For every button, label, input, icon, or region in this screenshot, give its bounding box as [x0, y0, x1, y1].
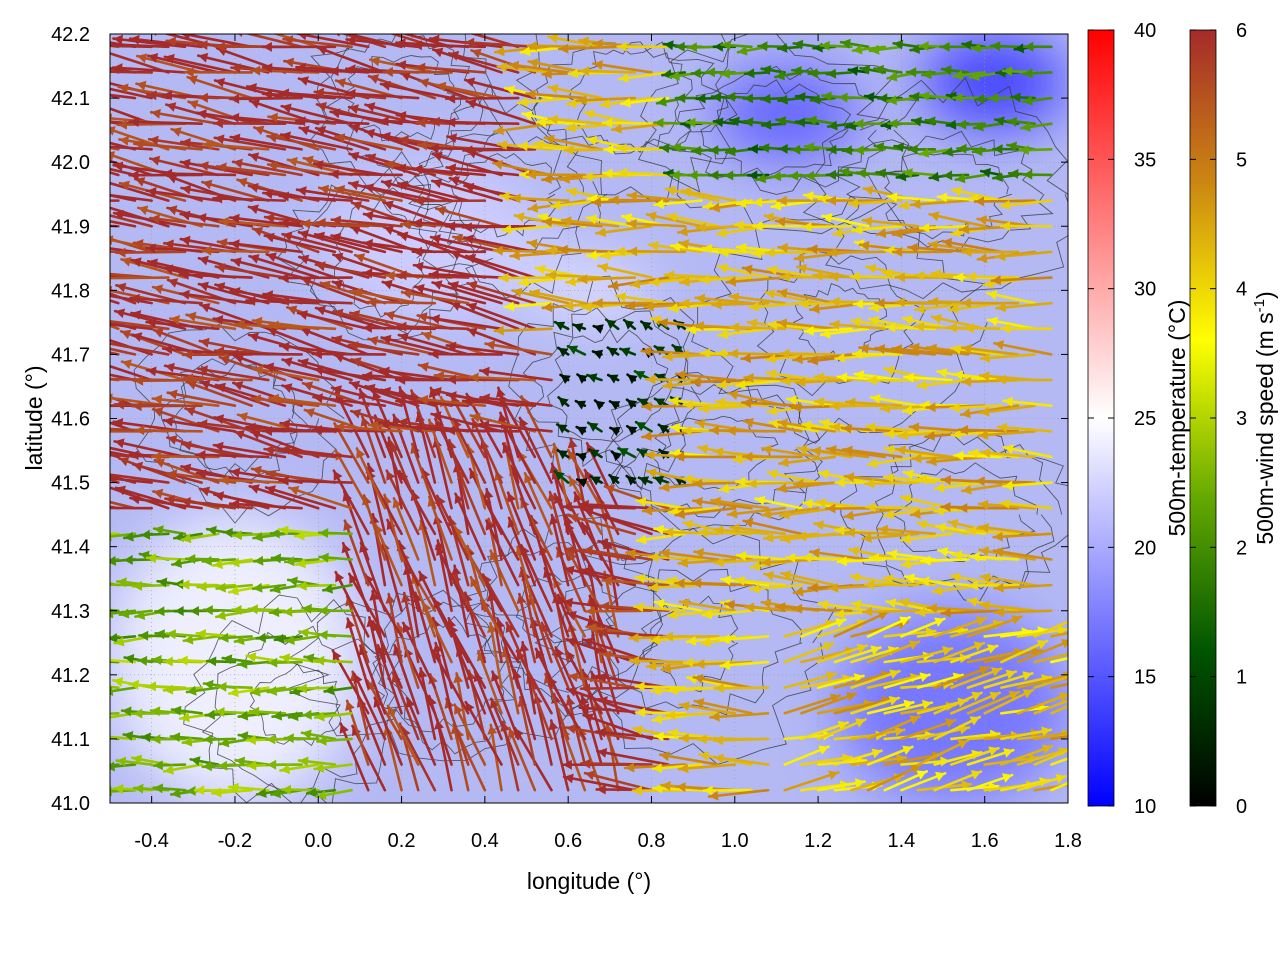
- x-tick-label: 1.6: [971, 830, 999, 852]
- colorbar-tick-label: 4: [1236, 279, 1247, 301]
- y-tick-label: 41.9: [51, 216, 90, 238]
- wind-arrow: [47, 493, 118, 508]
- x-tick-label: 0.6: [554, 830, 582, 852]
- x-tick-label: 1.2: [804, 830, 832, 852]
- wind-arrow: [49, 435, 118, 457]
- wind-arrow: [54, 49, 118, 72]
- colorbar-tick-label: 1: [1236, 667, 1247, 689]
- x-tick-label: 1.8: [1054, 830, 1082, 852]
- y-tick-label: 41.5: [51, 473, 90, 495]
- colorbar-tick-label: 5: [1236, 149, 1247, 171]
- x-tick-label: -0.2: [218, 830, 252, 852]
- x-tick-label: 1.0: [721, 830, 749, 852]
- y-tick-label: 41.1: [51, 729, 90, 751]
- wind-arrow: [46, 196, 118, 206]
- colorbar-tick-label: 2: [1236, 537, 1247, 559]
- wind-label-exponent: -1: [1251, 299, 1268, 312]
- y-tick-label: 41.6: [51, 409, 90, 431]
- wind-arrow: [52, 134, 118, 149]
- wind-label-unit: (m s: [1252, 312, 1278, 357]
- temperature-colorbar-label: 500m-temperature (°C): [1164, 300, 1190, 537]
- wind-label-main: 500m-wind speed: [1252, 363, 1278, 545]
- colorbar-tick-label: 3: [1236, 408, 1247, 430]
- x-tick-label: 0.8: [638, 830, 666, 852]
- temperature-colorbar: 10 15 20 25 30 35 40 500m-temperature (°C): [1088, 20, 1190, 818]
- colorbar-tick-label: 25: [1134, 408, 1156, 430]
- y-tick-label: 41.7: [51, 344, 90, 366]
- x-tick-label: 0.4: [471, 830, 499, 852]
- colorbar-tick-label: 0: [1236, 796, 1247, 818]
- wind-arrow: [49, 256, 118, 278]
- y-tick-label: 42.2: [51, 24, 90, 46]
- x-axis-label: longitude (°): [527, 868, 651, 894]
- colorbar-tick-label: 20: [1134, 537, 1156, 559]
- plot-area: [46, 0, 1109, 808]
- colorbar-tick-label: 30: [1134, 279, 1156, 301]
- y-tick-label: 41.0: [51, 793, 90, 815]
- y-tick-label: 42.0: [51, 152, 90, 174]
- x-tick-label: 0.2: [388, 830, 416, 852]
- wind-label-close: ): [1252, 291, 1278, 299]
- x-tick-label: 1.4: [887, 830, 915, 852]
- colorbar-tick-label: 15: [1134, 667, 1156, 689]
- x-tick-label: 0.0: [304, 830, 332, 852]
- wind-arrow: [49, 245, 118, 255]
- wind-speed-colorbar: 0 1 2 3 4 5 6 500m-wind speed (m s-1): [1190, 20, 1278, 818]
- wind-arrow: [52, 369, 119, 380]
- wind-speed-colorbar-label: 500m-wind speed (m s-1): [1251, 291, 1278, 544]
- y-axis-label: latitude (°): [21, 365, 47, 470]
- x-tick-label: -0.4: [134, 830, 168, 852]
- y-tick-label: 41.8: [51, 280, 90, 302]
- y-tick-label: 41.2: [51, 665, 90, 687]
- colorbar-tick-label: 10: [1134, 796, 1156, 818]
- colorbar-tick-label: 40: [1134, 20, 1156, 42]
- y-tick-label: 41.4: [51, 537, 90, 559]
- y-tick-label: 41.3: [51, 601, 90, 623]
- colorbar-tick-label: 35: [1134, 149, 1156, 171]
- wind-arrow: [55, 304, 118, 329]
- y-tick-label: 42.1: [51, 88, 90, 110]
- colorbar-tick-label: 6: [1236, 20, 1247, 42]
